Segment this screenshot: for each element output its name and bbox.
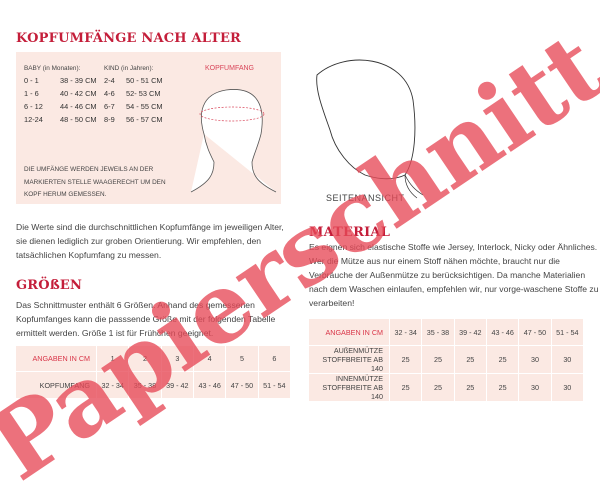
value-cell: 25 <box>422 374 454 401</box>
head-circumference-panel: BABY (in Monaten): KIND (in Jahren): 0 -… <box>16 52 281 204</box>
value-cell: 30 <box>519 374 551 401</box>
header-cell: 32 - 34 <box>390 319 422 345</box>
value-cell: 32 - 34 <box>97 372 129 398</box>
kind-row-value: 52- 53 CM <box>126 89 161 98</box>
baby-row-age: 6 - 12 <box>24 102 43 111</box>
size-table: ANGABEN IN CM 1 2 3 4 5 6 KOPFUMFANG 32 - 34 35 … <box>15 345 291 399</box>
value-cell: 25 <box>486 346 519 373</box>
value-cell: 30 <box>551 346 583 373</box>
value-cell: 30 <box>551 374 583 401</box>
baby-row-age: 1 - 6 <box>24 89 39 98</box>
row-label: AUßENMÜTZE STOFFBREITE AB 140 <box>309 346 389 373</box>
sizes-paragraph: Das Schnittmuster enthält 6 Größen. Anha… <box>16 300 276 338</box>
kind-row-value: 54 - 55 CM <box>126 102 163 111</box>
baby-row-value: 48 - 50 CM <box>60 115 97 124</box>
size-cell: 1 <box>97 346 129 371</box>
kind-row-age: 4-6 <box>104 89 115 98</box>
size-cell: 3 <box>161 346 193 371</box>
kind-row-age: 8-9 <box>104 115 115 124</box>
section-title-material: MATERIAL <box>309 225 391 240</box>
diagram-label: KOPFUMFANG <box>205 65 255 72</box>
intro-paragraph: Die Werte sind die durchschnittlichen Ko… <box>16 222 284 260</box>
measurement-note: DIE UMFÄNGE WERDEN JEWEILS AN DER MARKIE… <box>24 166 166 198</box>
value-cell: 30 <box>519 346 551 373</box>
kind-row-value: 50 - 51 CM <box>126 76 163 85</box>
value-cell: 25 <box>454 346 486 373</box>
header-cell: 51 - 54 <box>551 319 583 345</box>
value-cell: 47 - 50 <box>226 372 258 398</box>
baby-row-age: 12-24 <box>24 115 43 124</box>
table-corner: ANGABEN IN CM <box>16 346 96 371</box>
table-corner: ANGABEN IN CM <box>309 319 389 345</box>
baby-row-value: 38 - 39 CM <box>60 76 97 85</box>
baby-row-value: 40 - 42 CM <box>60 89 97 98</box>
size-cell: 5 <box>226 346 258 371</box>
row-label: INNENMÜTZE STOFFBREITE AB 140 <box>309 374 389 401</box>
value-cell: 51 - 54 <box>258 372 290 398</box>
size-cell: 4 <box>193 346 226 371</box>
baby-row-age: 0 - 1 <box>24 76 39 85</box>
header-cell: 47 - 50 <box>519 319 551 345</box>
size-cell: 2 <box>129 346 161 371</box>
row-label: KOPFUMFANG <box>16 372 96 398</box>
value-cell: 39 - 42 <box>161 372 193 398</box>
baby-header: BABY (in Monaten): <box>24 65 81 72</box>
value-cell: 25 <box>486 374 519 401</box>
baby-row-value: 44 - 46 CM <box>60 102 97 111</box>
hat-side-view-icon <box>316 59 424 199</box>
value-cell: 43 - 46 <box>193 372 226 398</box>
header-cell: 39 - 42 <box>454 319 486 345</box>
kind-row-value: 56 - 57 CM <box>126 115 163 124</box>
head-diagram-icon <box>190 89 277 193</box>
material-paragraph: Es eignen sich elastische Stoffe wie Jer… <box>309 242 599 308</box>
value-cell: 35 - 38 <box>129 372 161 398</box>
section-title-sizes: GRÖßEN <box>16 278 83 293</box>
value-cell: 25 <box>454 374 486 401</box>
kind-row-age: 6-7 <box>104 102 115 111</box>
value-cell: 25 <box>390 346 422 373</box>
value-cell: 25 <box>422 346 454 373</box>
section-title-head-circumference: KOPFUMFÄNGE NACH ALTER <box>16 31 242 46</box>
header-cell: 35 - 38 <box>422 319 454 345</box>
material-table: ANGABEN IN CM 32 - 34 35 - 38 39 - 42 43 - 4… <box>308 318 584 402</box>
kind-row-age: 2-4 <box>104 76 115 85</box>
header-cell: 43 - 46 <box>486 319 519 345</box>
side-view-label: SEITENANSICHT <box>326 193 405 203</box>
kind-header: KIND (in Jahren): <box>104 65 154 72</box>
size-cell: 6 <box>258 346 290 371</box>
value-cell: 25 <box>390 374 422 401</box>
